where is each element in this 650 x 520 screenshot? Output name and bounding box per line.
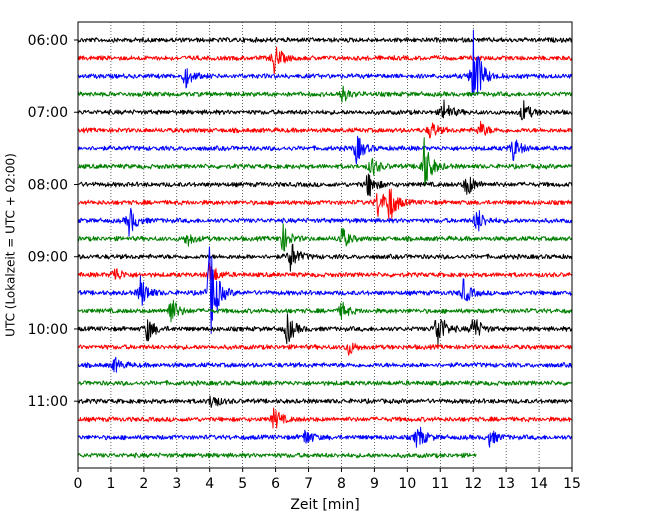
x-tick-label: 6 bbox=[271, 476, 280, 492]
x-tick-label: 11 bbox=[431, 476, 449, 492]
plot-area bbox=[78, 22, 572, 468]
trace-row bbox=[77, 313, 573, 345]
trace-row bbox=[77, 99, 573, 121]
trace-row bbox=[77, 426, 573, 448]
y-tick-label: 11:00 bbox=[28, 394, 68, 410]
trace-row bbox=[77, 380, 573, 387]
trace-row bbox=[77, 137, 573, 186]
x-tick-label: 9 bbox=[370, 476, 379, 492]
x-axis-title: Zeit [min] bbox=[290, 497, 359, 513]
x-tick-label: 8 bbox=[337, 476, 346, 492]
trace-row bbox=[77, 207, 573, 237]
trace-row bbox=[77, 29, 573, 96]
trace-row bbox=[77, 262, 573, 281]
y-axis-ticks: 06:00 07:00 08:00 09:00 10:00 11:00 bbox=[28, 33, 78, 410]
x-tick-label: 5 bbox=[238, 476, 247, 492]
trace-row bbox=[77, 246, 573, 335]
trace-row bbox=[77, 342, 573, 356]
trace-row bbox=[77, 452, 477, 459]
trace-row bbox=[77, 135, 573, 165]
x-tick-label: 2 bbox=[139, 476, 148, 492]
trace-row bbox=[77, 36, 573, 43]
x-tick-label: 10 bbox=[398, 476, 416, 492]
y-tick-label: 07:00 bbox=[28, 105, 68, 121]
y-tick-label: 09:00 bbox=[28, 250, 68, 266]
trace-row bbox=[77, 356, 573, 373]
trace-row bbox=[77, 395, 573, 408]
x-tick-label: 13 bbox=[497, 476, 515, 492]
trace-row bbox=[77, 243, 573, 272]
plot-frame bbox=[77, 21, 573, 469]
y-axis-title: UTC (Lokalzeit = UTC + 02:00) bbox=[4, 153, 18, 337]
x-tick-label: 12 bbox=[464, 476, 482, 492]
x-tick-label: 3 bbox=[172, 476, 181, 492]
trace-row bbox=[77, 188, 573, 220]
x-tick-label: 0 bbox=[74, 476, 83, 492]
y-tick-label: 10:00 bbox=[28, 322, 68, 338]
y-tick-label: 06:00 bbox=[28, 33, 68, 49]
trace-row bbox=[77, 407, 573, 429]
x-tick-label: 14 bbox=[530, 476, 548, 492]
trace-row bbox=[77, 46, 573, 75]
trace-row bbox=[77, 223, 573, 252]
y-tick-label: 08:00 bbox=[28, 177, 68, 193]
trace-row bbox=[77, 173, 573, 197]
x-tick-label: 1 bbox=[106, 476, 115, 492]
trace-row bbox=[77, 85, 573, 103]
trace-row bbox=[77, 120, 573, 139]
x-tick-label: 7 bbox=[304, 476, 313, 492]
x-tick-label: 4 bbox=[205, 476, 214, 492]
trace-row bbox=[77, 299, 573, 323]
trace-layer bbox=[77, 29, 573, 459]
x-axis-ticks: 0 1 2 3 4 5 6 7 8 9 10 11 12 13 14 15 bbox=[74, 468, 581, 492]
x-tick-label: 15 bbox=[563, 476, 581, 492]
